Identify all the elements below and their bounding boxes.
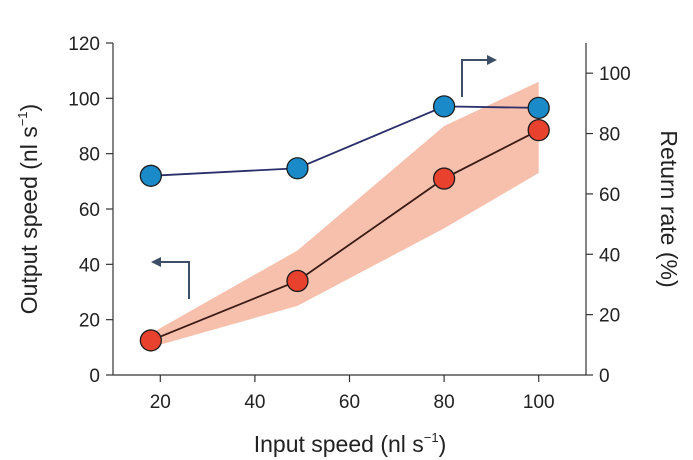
right-arrow-icon [461,59,492,97]
y-right-tick-label: 0 [599,366,610,387]
y-left-tick-label: 0 [89,366,100,387]
series-2-point [286,157,309,180]
series-1-band [150,81,539,348]
series-1-point [286,269,309,293]
y-right-tick-label: 100 [599,64,631,85]
y-axis-right-title: Return rate (%) [656,130,682,287]
series-1-point [527,118,550,142]
series-2-point [527,96,550,120]
series-2-point [432,95,456,118]
series-1-point [139,329,162,352]
y-right-tick-label: 80 [599,125,620,146]
series-lines [150,105,540,342]
y-left-tick-label: 120 [68,34,100,55]
x-tick-label: 80 [434,392,455,413]
x-tick-label: 60 [339,392,360,413]
y-left-tick-label: 100 [68,89,100,110]
right-arrow-head [487,55,497,65]
axis-arrows [151,55,497,299]
series-2-line [150,105,539,177]
y-left-tick-label: 60 [79,200,100,221]
x-tick-label: 20 [150,392,171,413]
series-1-point [432,167,456,190]
y-axis-left-title: Output speed (nl s−1) [15,104,42,314]
y-left-tick-label: 40 [79,255,100,276]
y-left-tick-label: 20 [79,311,100,332]
series-2-point [139,164,162,187]
y-right-tick-label: 40 [599,245,620,266]
y-left-tick-label: 80 [79,145,100,166]
left-arrow-icon [155,261,190,299]
series-1-line [150,129,540,342]
series-points [139,95,550,352]
confidence-band-layer [150,81,539,348]
x-axis-title: Input speed (nl s−1) [254,430,447,457]
tick-marks: 20 40 60 80 100 0 20 40 60 80 100 120 0 20 40 60 80 100 [68,34,630,413]
y-right-tick-label: 20 [599,306,620,327]
x-tick-label: 100 [523,392,555,413]
y-right-tick-label: 60 [599,185,620,206]
x-tick-label: 40 [244,392,265,413]
left-arrow-head [151,257,161,267]
